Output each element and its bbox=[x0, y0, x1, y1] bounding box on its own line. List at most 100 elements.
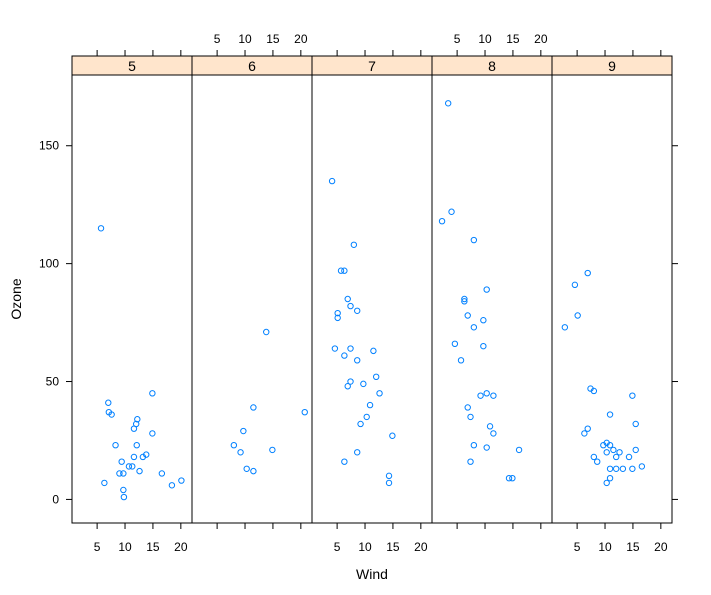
x-tick-label-bottom: 20 bbox=[174, 540, 188, 554]
data-point bbox=[571, 281, 579, 289]
data-point bbox=[97, 225, 105, 232]
data-point bbox=[389, 432, 396, 439]
data-point bbox=[584, 425, 591, 432]
data-point bbox=[120, 470, 127, 477]
data-point bbox=[108, 411, 115, 418]
panel-strip-label: 7 bbox=[368, 58, 376, 74]
data-point bbox=[629, 465, 636, 472]
data-point bbox=[357, 420, 364, 428]
data-point bbox=[341, 352, 348, 359]
x-tick-label-top: 10 bbox=[478, 32, 492, 46]
data-point bbox=[629, 392, 636, 399]
data-point bbox=[483, 390, 490, 397]
data-point bbox=[354, 449, 361, 456]
x-tick-label-bottom: 5 bbox=[334, 540, 341, 554]
data-point bbox=[632, 420, 639, 428]
data-point bbox=[590, 387, 598, 395]
panel-frame bbox=[431, 74, 553, 524]
data-point bbox=[112, 441, 119, 449]
data-point bbox=[616, 449, 623, 456]
data-point bbox=[467, 413, 474, 421]
data-point bbox=[438, 217, 446, 225]
data-point bbox=[120, 493, 128, 501]
data-point bbox=[625, 453, 633, 461]
data-point bbox=[133, 441, 140, 449]
data-point bbox=[334, 314, 341, 322]
panel-strip-label: 8 bbox=[488, 58, 496, 74]
panel-frame bbox=[311, 74, 433, 524]
data-point bbox=[105, 399, 112, 406]
data-point bbox=[130, 453, 138, 461]
data-point bbox=[461, 298, 468, 305]
y-tick-label: 0 bbox=[52, 492, 59, 506]
data-point bbox=[457, 357, 465, 364]
data-point bbox=[505, 475, 513, 482]
panel-strip-label: 5 bbox=[128, 58, 136, 74]
data-point bbox=[581, 430, 588, 437]
data-point bbox=[467, 458, 474, 465]
data-point bbox=[120, 486, 127, 494]
x-tick-label-bottom: 10 bbox=[358, 540, 372, 554]
data-point bbox=[243, 465, 250, 472]
data-point bbox=[237, 449, 244, 456]
data-point bbox=[347, 378, 354, 385]
panel-frame bbox=[191, 74, 313, 524]
data-point bbox=[344, 295, 351, 303]
x-tick-label-top: 15 bbox=[266, 32, 280, 46]
data-point bbox=[301, 408, 308, 416]
data-point bbox=[477, 392, 484, 399]
data-point bbox=[269, 446, 276, 454]
data-point bbox=[344, 383, 351, 390]
x-tick-label-top: 10 bbox=[238, 32, 252, 46]
data-point bbox=[483, 444, 490, 451]
data-point bbox=[603, 449, 610, 456]
data-point bbox=[470, 236, 478, 244]
data-point bbox=[347, 302, 354, 310]
data-point bbox=[129, 463, 136, 470]
data-point bbox=[444, 100, 452, 107]
x-tick-label-bottom: 10 bbox=[598, 540, 612, 554]
data-point bbox=[464, 312, 471, 319]
data-point bbox=[363, 413, 370, 421]
data-point bbox=[509, 475, 516, 482]
y-tick-label: 150 bbox=[39, 139, 59, 153]
data-point bbox=[354, 357, 361, 364]
data-point bbox=[230, 441, 238, 449]
data-point bbox=[612, 465, 620, 472]
data-point bbox=[337, 267, 345, 274]
data-point bbox=[448, 208, 455, 215]
panel-strip-label: 9 bbox=[608, 58, 616, 74]
x-axis-title: Wind bbox=[356, 566, 388, 582]
data-point bbox=[341, 458, 348, 465]
x-tick-label-bottom: 20 bbox=[414, 540, 428, 554]
data-point bbox=[594, 458, 601, 465]
data-point bbox=[483, 286, 490, 293]
data-point bbox=[328, 177, 336, 185]
data-point bbox=[366, 401, 374, 409]
data-point bbox=[638, 463, 646, 470]
data-point bbox=[490, 392, 497, 399]
data-point bbox=[480, 317, 487, 324]
data-point bbox=[612, 453, 620, 461]
data-point bbox=[370, 347, 377, 355]
data-point bbox=[118, 458, 125, 465]
x-tick-label-top: 20 bbox=[534, 32, 548, 46]
data-point bbox=[354, 307, 361, 314]
x-tick-label-top: 5 bbox=[214, 32, 221, 46]
data-point bbox=[143, 451, 150, 458]
x-tick-label-bottom: 5 bbox=[574, 540, 581, 554]
data-point bbox=[136, 467, 143, 475]
data-point bbox=[606, 441, 614, 449]
data-point bbox=[490, 430, 497, 437]
x-tick-label-bottom: 10 bbox=[118, 540, 132, 554]
data-point bbox=[584, 269, 591, 277]
data-point bbox=[101, 479, 108, 487]
data-point bbox=[385, 472, 393, 480]
panel-strip-label: 6 bbox=[248, 58, 256, 74]
data-point bbox=[263, 328, 270, 336]
data-point bbox=[334, 309, 341, 317]
x-tick-label-top: 20 bbox=[294, 32, 308, 46]
data-point bbox=[603, 479, 610, 487]
x-tick-label-bottom: 5 bbox=[94, 540, 101, 554]
data-point bbox=[590, 453, 598, 461]
